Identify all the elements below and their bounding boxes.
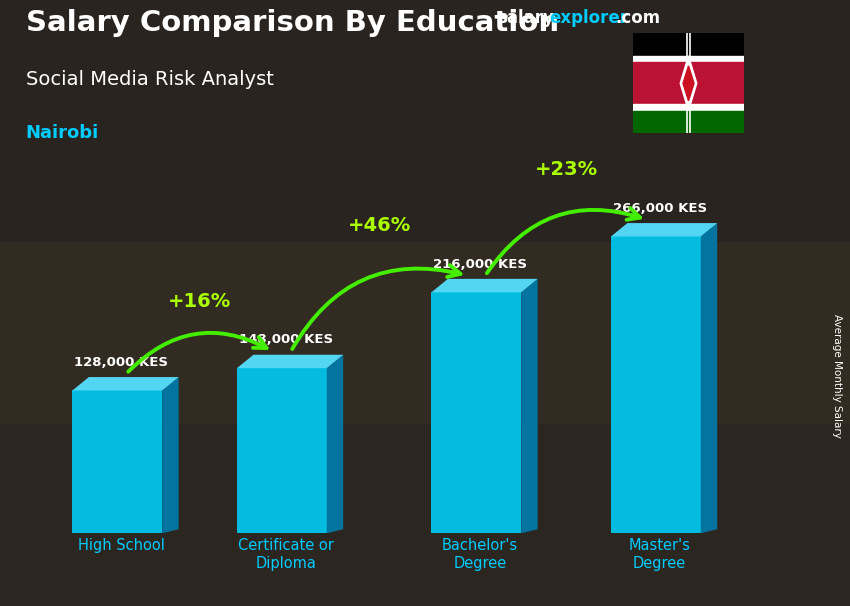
Text: salary: salary <box>497 9 554 27</box>
Text: Certificate or
Diploma: Certificate or Diploma <box>238 538 333 570</box>
Text: Average Monthly Salary: Average Monthly Salary <box>832 314 842 438</box>
Bar <box>432 292 521 533</box>
Text: 148,000 KES: 148,000 KES <box>239 333 332 347</box>
Polygon shape <box>162 377 178 533</box>
Bar <box>633 56 744 62</box>
Text: High School: High School <box>77 538 165 553</box>
Bar <box>633 104 744 111</box>
Text: Bachelor's
Degree: Bachelor's Degree <box>442 538 518 570</box>
Bar <box>237 368 326 533</box>
Text: explorer: explorer <box>549 9 628 27</box>
Text: +16%: +16% <box>168 291 231 311</box>
Bar <box>633 33 744 56</box>
Text: 266,000 KES: 266,000 KES <box>613 202 706 215</box>
Text: +46%: +46% <box>348 216 411 235</box>
Polygon shape <box>326 355 343 533</box>
Bar <box>72 390 162 533</box>
Text: Master's
Degree: Master's Degree <box>629 538 690 570</box>
Bar <box>611 236 700 533</box>
Polygon shape <box>700 223 717 533</box>
Text: Social Media Risk Analyst: Social Media Risk Analyst <box>26 70 274 88</box>
Polygon shape <box>237 355 343 368</box>
Polygon shape <box>72 377 178 390</box>
Text: +23%: +23% <box>535 160 598 179</box>
Polygon shape <box>521 279 538 533</box>
Text: 128,000 KES: 128,000 KES <box>74 356 168 368</box>
Text: Salary Comparison By Education: Salary Comparison By Education <box>26 9 558 37</box>
Text: Nairobi: Nairobi <box>26 124 99 142</box>
Bar <box>633 111 744 133</box>
Polygon shape <box>432 279 538 292</box>
Polygon shape <box>611 223 717 236</box>
Polygon shape <box>680 56 697 111</box>
Text: .com: .com <box>615 9 660 27</box>
Text: 216,000 KES: 216,000 KES <box>434 258 527 270</box>
Polygon shape <box>683 66 694 101</box>
Bar <box>633 62 744 104</box>
